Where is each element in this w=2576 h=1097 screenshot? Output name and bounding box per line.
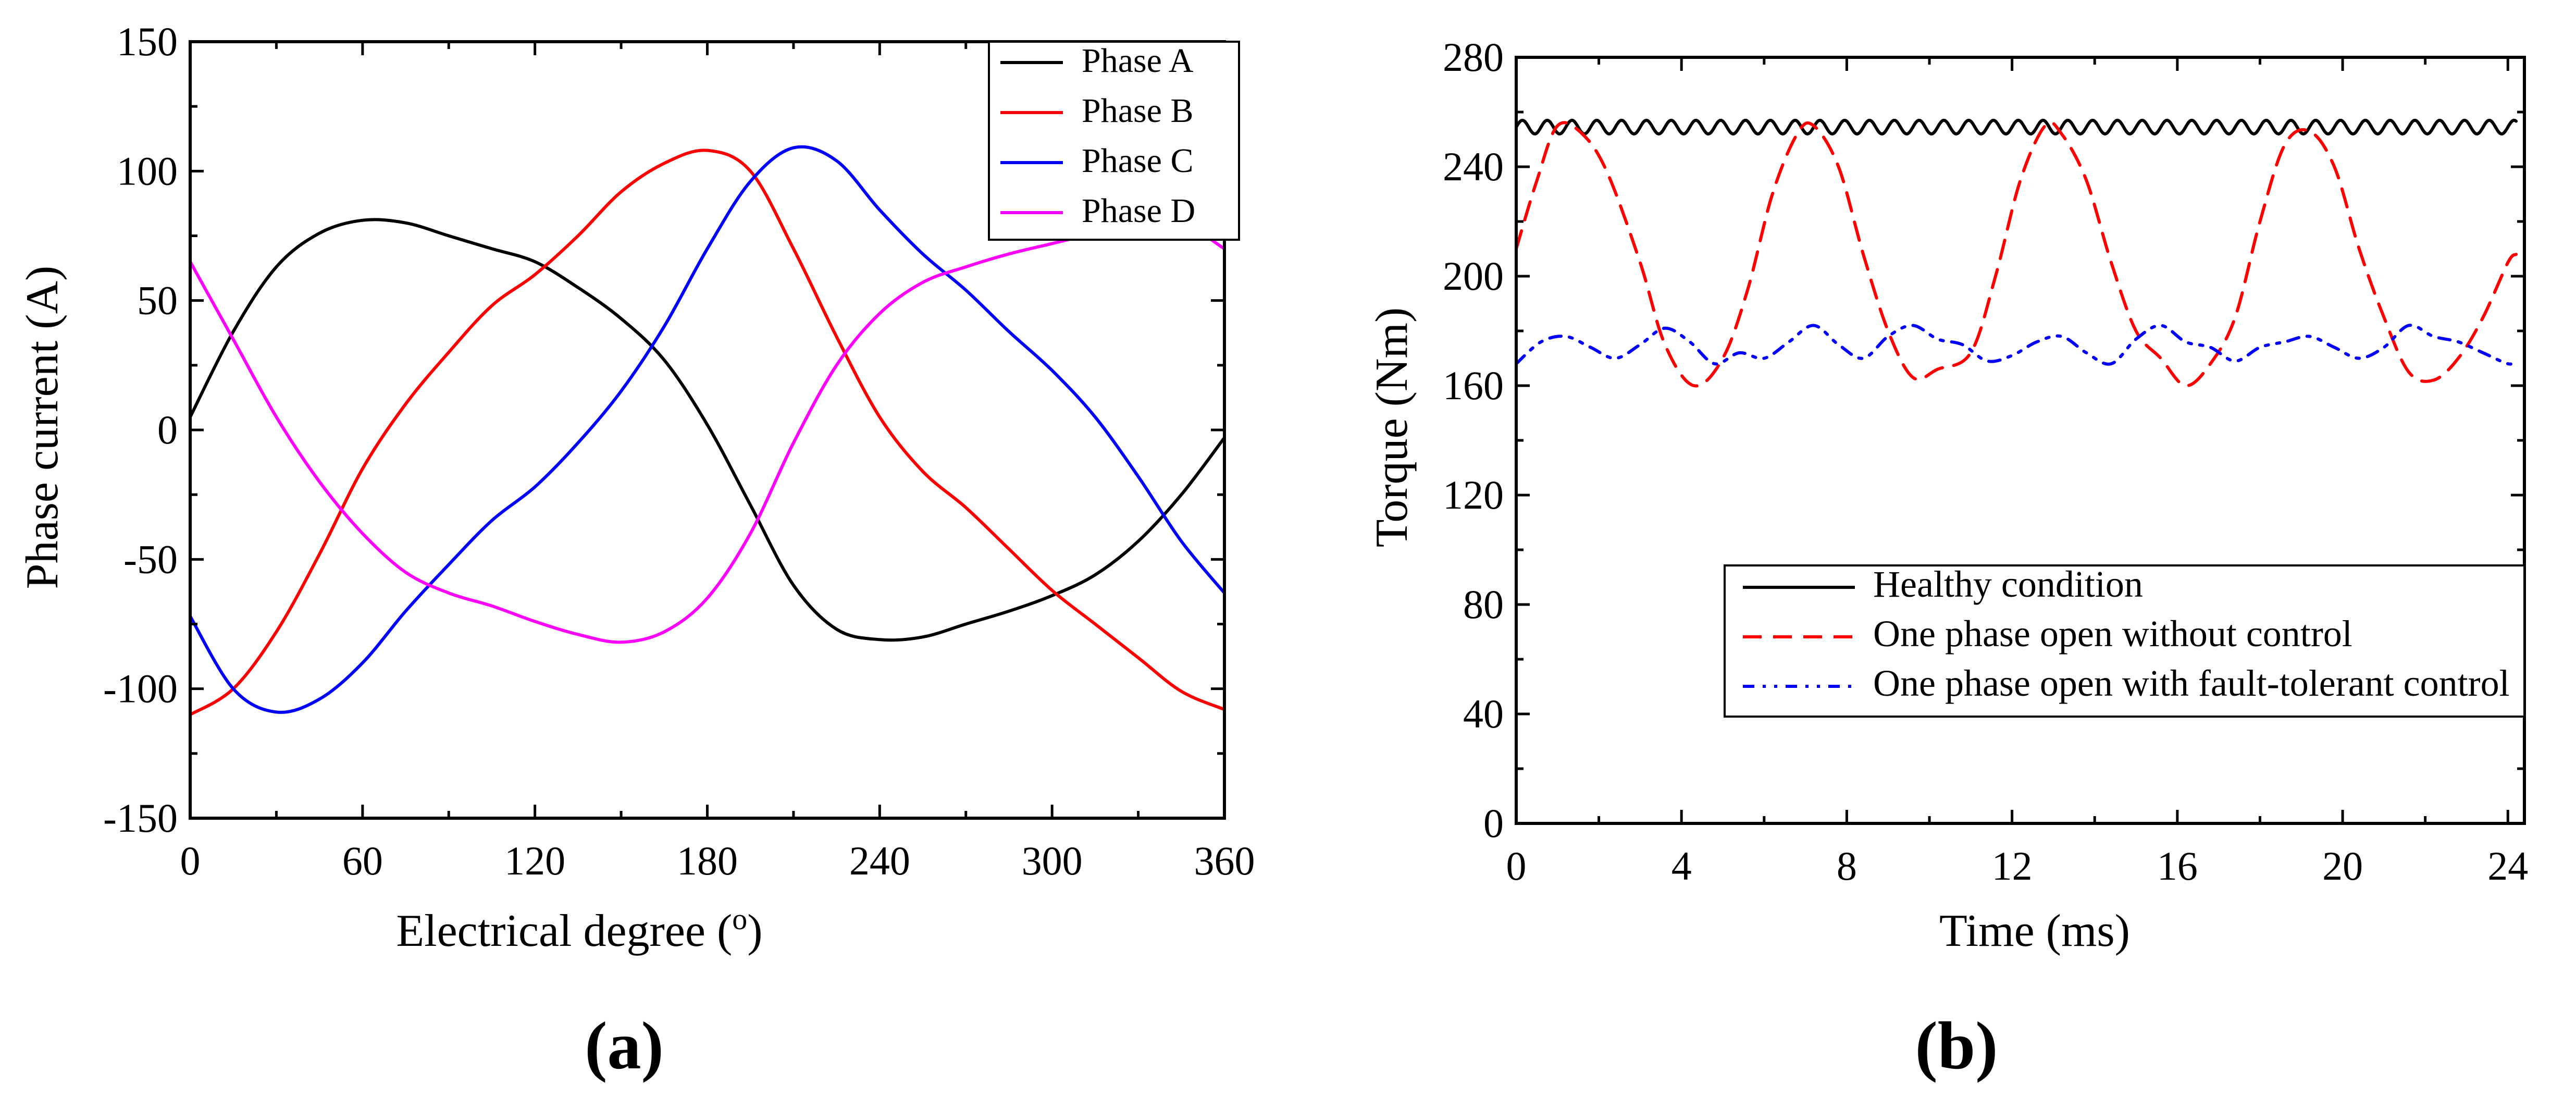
chart-a-series-group xyxy=(190,145,1224,717)
chart-b-x-tick-label: 12 xyxy=(1992,843,2033,889)
chart-a-series-3 xyxy=(190,145,1224,714)
chart-a-y-tick-label: 0 xyxy=(157,407,178,452)
chart-b-legend-label: Healthy condition xyxy=(1873,563,2143,605)
chart-b-legend-box xyxy=(1724,564,2525,718)
chart-a-y-ticks: -150 -100 -50 0 50 100 150 xyxy=(103,19,1224,841)
chart-b-legend-label: One phase open with fault-tolerant contr… xyxy=(1873,662,2510,704)
chart-b-series-2 xyxy=(1516,121,2518,388)
chart-b-y-tick-label: 280 xyxy=(1443,34,1504,80)
chart-b-y-tick-label: 40 xyxy=(1463,691,1504,736)
chart-a-legend-label: Phase A xyxy=(1082,42,1194,80)
chart-b-x-tick-label: 20 xyxy=(2322,843,2363,889)
chart-b-y-tick-label: 120 xyxy=(1443,472,1504,517)
chart-a-y-tick-label: 100 xyxy=(117,148,178,193)
chart-a-x-tick-label: 60 xyxy=(342,838,383,883)
chart-b-legend: Healthy condition One phase open without … xyxy=(1724,563,2525,718)
chart-b-series-1 xyxy=(1516,118,2518,135)
chart-b-y-tick-label: 240 xyxy=(1443,144,1504,189)
chart-a-x-axis-title: Electrical degree (o) xyxy=(396,902,762,956)
chart-b-x-tick-label: 4 xyxy=(1671,843,1692,889)
chart-a-x-tick-label: 180 xyxy=(677,838,738,883)
chart-b: 0 4 8 12 16 20 24 0 40 80 120 160 200 240 280 Time (m… xyxy=(1367,34,2528,1083)
chart-b-y-axis-title: Torque (Nm) xyxy=(1367,307,1417,548)
chart-b-legend-label: One phase open without control xyxy=(1873,613,2352,655)
chart-b-y-tick-label: 200 xyxy=(1443,253,1504,299)
chart-a-y-tick-label: 150 xyxy=(117,19,178,64)
chart-b-x-tick-label: 0 xyxy=(1506,843,1527,889)
chart-b-panel-label: (b) xyxy=(1915,1008,1998,1083)
chart-a-series-2 xyxy=(190,149,1224,717)
chart-a-x-tick-label: 360 xyxy=(1194,838,1255,883)
chart-a-y-axis-title: Phase current (A) xyxy=(17,266,68,589)
chart-a-series-1 xyxy=(190,218,1224,642)
chart-b-y-tick-label: 0 xyxy=(1483,800,1504,846)
chart-b-x-tick-label: 24 xyxy=(2487,843,2528,889)
chart-a-x-tick-label: 240 xyxy=(849,838,910,883)
chart-a-y-tick-label: -50 xyxy=(123,536,178,582)
chart-a-x-ticks: 0 60 120 180 240 300 360 xyxy=(180,42,1255,883)
chart-a-x-tick-label: 0 xyxy=(180,838,201,883)
chart-a-legend-label: Phase C xyxy=(1082,142,1194,180)
chart-b-x-ticks: 0 4 8 12 16 20 24 xyxy=(1506,57,2528,889)
chart-a-series-4 xyxy=(190,219,1224,644)
chart-a-legend: Phase A Phase B Phase C Phase D xyxy=(988,41,1240,241)
chart-a-legend-label: Phase B xyxy=(1082,92,1194,130)
chart-b-x-axis-title: Time (ms) xyxy=(1939,906,2130,956)
chart-a-x-tick-label: 120 xyxy=(504,838,565,883)
chart-a-x-axis-title-sup: o xyxy=(732,902,747,936)
chart-a-legend-label: Phase D xyxy=(1082,192,1195,230)
chart-a-y-tick-label: -100 xyxy=(103,666,178,711)
chart-a-panel-label: (a) xyxy=(585,1008,664,1083)
chart-a: 0 60 120 180 240 300 360 -150-100-50050100150 … xyxy=(17,19,1255,1083)
chart-b-x-tick-label: 16 xyxy=(2157,843,2198,889)
chart-a-x-tick-label: 300 xyxy=(1022,838,1083,883)
chart-b-series-group xyxy=(1516,118,2518,388)
chart-b-y-ticks: 0 40 80 120 160 200 240 280 xyxy=(1443,34,2524,846)
chart-b-series-3 xyxy=(1516,324,2518,366)
chart-b-y-tick-label: 80 xyxy=(1463,582,1504,627)
chart-b-x-tick-label: 8 xyxy=(1837,843,1857,889)
chart-a-legend-box xyxy=(988,41,1240,241)
chart-a-x-axis-title-end: ) xyxy=(747,906,762,956)
chart-a-y-tick-label: -150 xyxy=(103,795,178,841)
chart-a-y-tick-label: 50 xyxy=(137,278,178,323)
chart-b-y-tick-label: 160 xyxy=(1443,363,1504,408)
